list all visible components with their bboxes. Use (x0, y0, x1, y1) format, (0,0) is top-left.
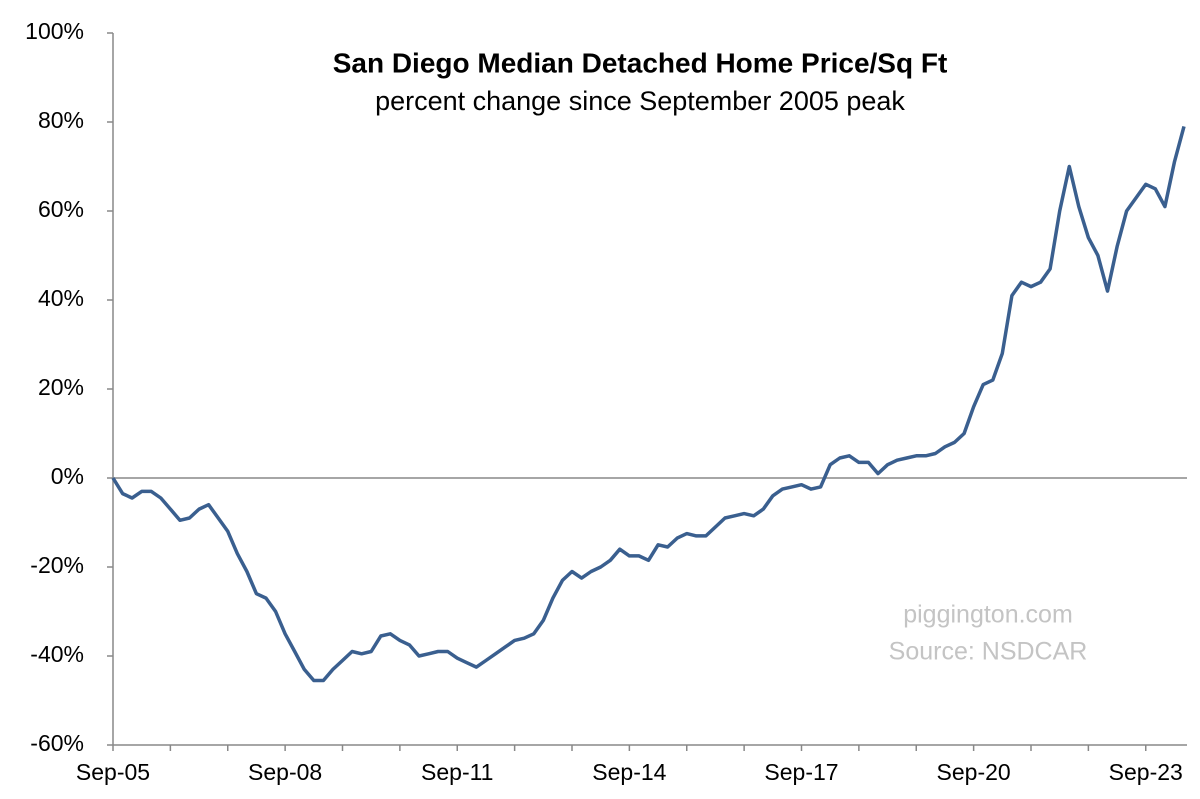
y-tick-label: 40% (38, 285, 84, 311)
y-tick-label: 100% (25, 18, 84, 44)
x-tick-label: Sep-17 (764, 759, 838, 785)
x-tick-label: Sep-14 (592, 759, 666, 785)
x-tick-label: Sep-05 (76, 759, 150, 785)
y-tick-label: 60% (38, 196, 84, 222)
chart-title: San Diego Median Detached Home Price/Sq … (333, 47, 948, 78)
y-tick-label: -60% (30, 730, 84, 756)
x-tick-label: Sep-11 (421, 759, 493, 785)
x-tick-label: Sep-20 (937, 759, 1011, 785)
x-tick-label: Sep-23 (1109, 759, 1183, 785)
chart-subtitle: percent change since September 2005 peak (375, 86, 905, 116)
y-tick-label: 20% (38, 374, 84, 400)
x-tick-label: Sep-08 (248, 759, 322, 785)
watermark: piggington.com (903, 601, 1073, 629)
y-tick-label: -20% (30, 552, 84, 578)
y-tick-label: 0% (51, 463, 84, 489)
source-note: Source: NSDCAR (889, 638, 1088, 666)
y-tick-label: -40% (30, 641, 84, 667)
data-line (111, 125, 1186, 683)
y-tick-label: 80% (38, 107, 84, 133)
